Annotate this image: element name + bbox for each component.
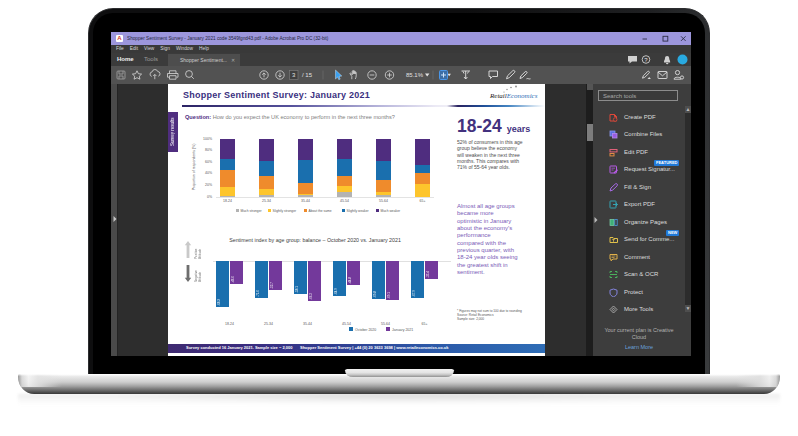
svg-text:?: ? — [644, 57, 648, 63]
